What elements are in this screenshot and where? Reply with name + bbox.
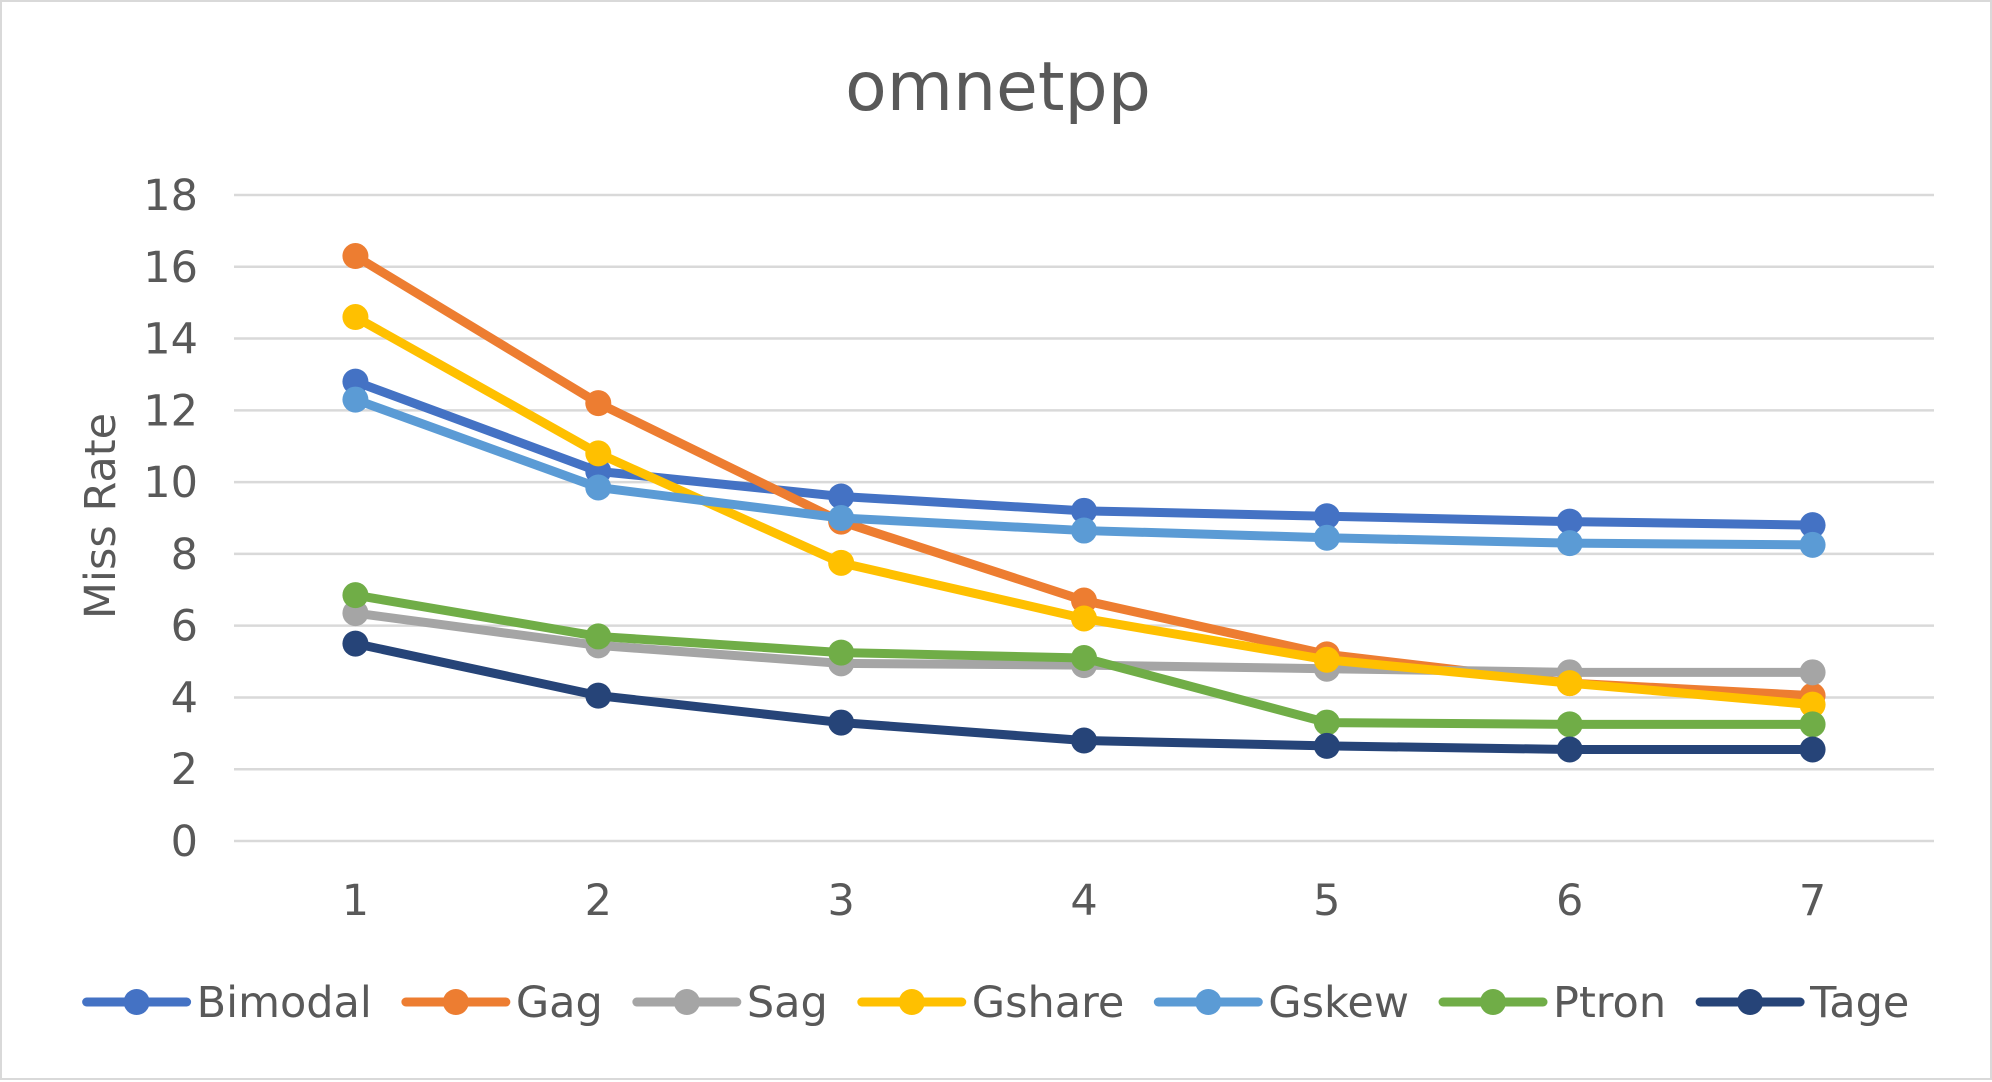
data-point-tage	[1556, 736, 1583, 763]
data-point-gskew	[1071, 517, 1097, 544]
y-tick-label: 2	[171, 745, 198, 795]
y-tick-label: 10	[143, 458, 198, 508]
x-tick-label: 1	[342, 876, 369, 926]
legend-label-gshare: Gshare	[972, 978, 1125, 1028]
data-point-gag	[1071, 587, 1097, 614]
legend-label-sag: Sag	[747, 978, 828, 1028]
data-point-gag	[342, 243, 369, 270]
data-point-gskew	[585, 474, 612, 501]
data-point-tage	[342, 630, 369, 657]
series-ptron	[342, 582, 1826, 738]
data-point-bimodal	[1556, 508, 1583, 535]
data-point-gshare	[1556, 670, 1583, 697]
legend-label-gag: Gag	[516, 978, 603, 1028]
y-tick-label: 12	[143, 386, 198, 436]
legend-label-gskew: Gskew	[1268, 978, 1409, 1028]
legend-marker-gskew	[1195, 989, 1222, 1015]
x-tick-label: 2	[585, 876, 612, 926]
series-tage	[342, 630, 1826, 763]
y-tick-label: 8	[171, 530, 198, 580]
legend-marker-sag	[673, 989, 700, 1015]
data-point-bimodal	[828, 483, 855, 510]
x-tick-label: 4	[1070, 876, 1097, 926]
legend-item-gag: Gag	[401, 978, 603, 1028]
series-bimodal	[342, 368, 1826, 539]
data-point-ptron	[1556, 711, 1583, 738]
legend: Bimodal Gag Sag Gshare Gskew Ptron Tage	[82, 978, 1909, 1028]
data-point-tage	[1313, 732, 1340, 759]
data-point-ptron	[342, 582, 369, 609]
data-point-gshare	[1799, 691, 1826, 718]
chart-title: omnetpp	[845, 48, 1151, 127]
data-point-ptron	[828, 639, 855, 666]
x-tick-label: 3	[827, 876, 854, 926]
legend-marker-gshare	[898, 989, 925, 1015]
data-point-bimodal	[342, 368, 369, 395]
data-point-sag	[342, 600, 369, 627]
x-tick-label: 5	[1313, 876, 1340, 926]
y-axis-title: Miss Rate	[76, 413, 126, 619]
data-point-ptron	[1799, 711, 1826, 738]
legend-item-gshare: Gshare	[857, 978, 1125, 1028]
data-point-tage	[828, 709, 855, 736]
series-gshare	[342, 304, 1826, 718]
y-tick-label: 6	[171, 602, 198, 652]
legend-item-bimodal: Bimodal	[82, 978, 372, 1028]
data-point-gskew	[1313, 524, 1340, 551]
legend-label-ptron: Ptron	[1553, 978, 1666, 1028]
x-tick-label: 6	[1556, 876, 1583, 926]
x-axis-ticks: 1 2 3 4 5 6 7	[342, 876, 1827, 926]
y-tick-label: 14	[143, 315, 198, 365]
data-point-gshare	[1313, 646, 1340, 673]
legend-item-sag: Sag	[632, 978, 828, 1028]
y-tick-label: 16	[143, 243, 198, 293]
data-point-gshare	[585, 440, 612, 467]
legend-marker-tage	[1737, 989, 1764, 1015]
series-lines	[342, 243, 1826, 763]
y-axis-ticks: 0 2 4 6 8 10 12 14 16 18	[143, 171, 198, 867]
data-point-sag	[1799, 659, 1826, 686]
legend-marker-ptron	[1480, 989, 1507, 1015]
data-point-ptron	[585, 623, 612, 650]
data-point-tage	[1799, 736, 1826, 763]
data-point-gshare	[342, 304, 369, 331]
data-point-bimodal	[1313, 503, 1340, 530]
data-point-gshare	[1071, 605, 1097, 632]
data-point-gshare	[828, 549, 855, 576]
data-point-ptron	[1313, 709, 1340, 736]
data-point-gag	[585, 390, 612, 417]
y-tick-label: 18	[143, 171, 198, 221]
data-point-gskew	[342, 386, 369, 413]
data-point-tage	[1071, 727, 1097, 754]
x-tick-label: 7	[1799, 876, 1826, 926]
y-tick-label: 0	[171, 817, 198, 867]
legend-marker-gag	[442, 989, 469, 1015]
data-point-gskew	[828, 505, 855, 531]
data-point-bimodal	[1799, 512, 1826, 539]
y-tick-label: 4	[171, 673, 198, 723]
legend-label-bimodal: Bimodal	[197, 978, 372, 1028]
legend-label-tage: Tage	[1809, 978, 1909, 1028]
data-point-gskew	[1556, 530, 1583, 557]
data-point-ptron	[1071, 644, 1097, 671]
data-point-tage	[585, 682, 612, 709]
legend-item-ptron: Ptron	[1438, 978, 1666, 1028]
legend-marker-bimodal	[123, 989, 150, 1015]
series-gskew	[342, 386, 1826, 558]
legend-item-gskew: Gskew	[1153, 978, 1409, 1028]
data-point-gskew	[1799, 531, 1826, 558]
data-point-bimodal	[1071, 497, 1097, 524]
legend-item-tage: Tage	[1695, 978, 1909, 1028]
